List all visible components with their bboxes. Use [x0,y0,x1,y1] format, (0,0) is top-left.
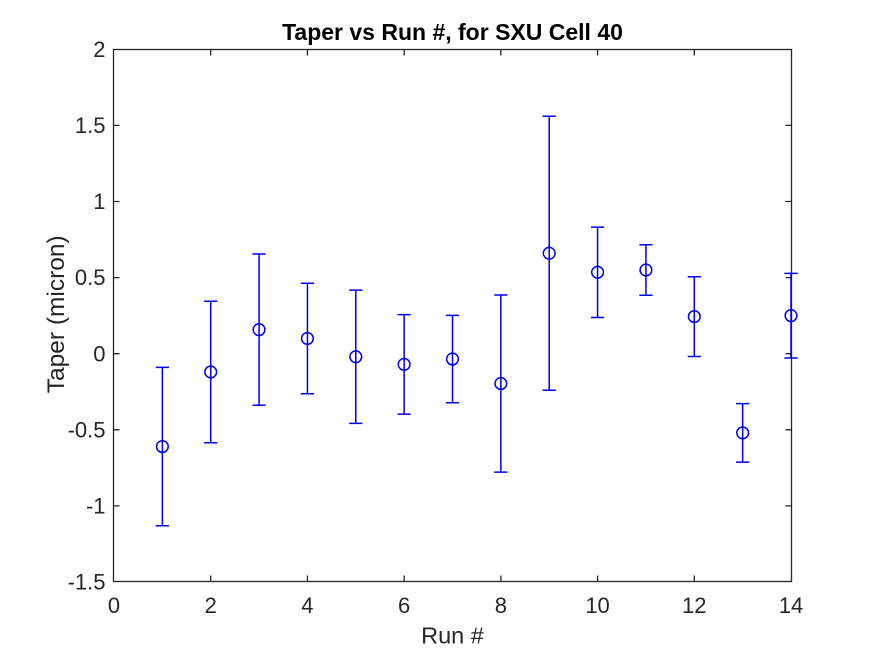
svg-text:6: 6 [398,593,410,618]
svg-text:14: 14 [779,593,803,618]
svg-text:-1: -1 [86,493,106,518]
svg-text:8: 8 [495,593,507,618]
svg-text:2: 2 [93,37,105,62]
svg-text:12: 12 [682,593,706,618]
svg-text:0.5: 0.5 [75,265,106,290]
svg-text:-1.5: -1.5 [68,570,106,595]
svg-text:10: 10 [585,593,609,618]
svg-text:-0.5: -0.5 [68,417,106,442]
svg-text:1.5: 1.5 [75,113,106,138]
svg-text:2: 2 [205,593,217,618]
svg-text:Taper (micron): Taper (micron) [43,235,70,393]
svg-text:1: 1 [93,189,105,214]
svg-text:Taper vs Run #, for SXU Cell 4: Taper vs Run #, for SXU Cell 40 [282,19,623,45]
svg-text:0: 0 [93,341,105,366]
svg-text:Run #: Run # [421,623,484,649]
svg-text:0: 0 [108,593,120,618]
svg-text:4: 4 [301,593,313,618]
